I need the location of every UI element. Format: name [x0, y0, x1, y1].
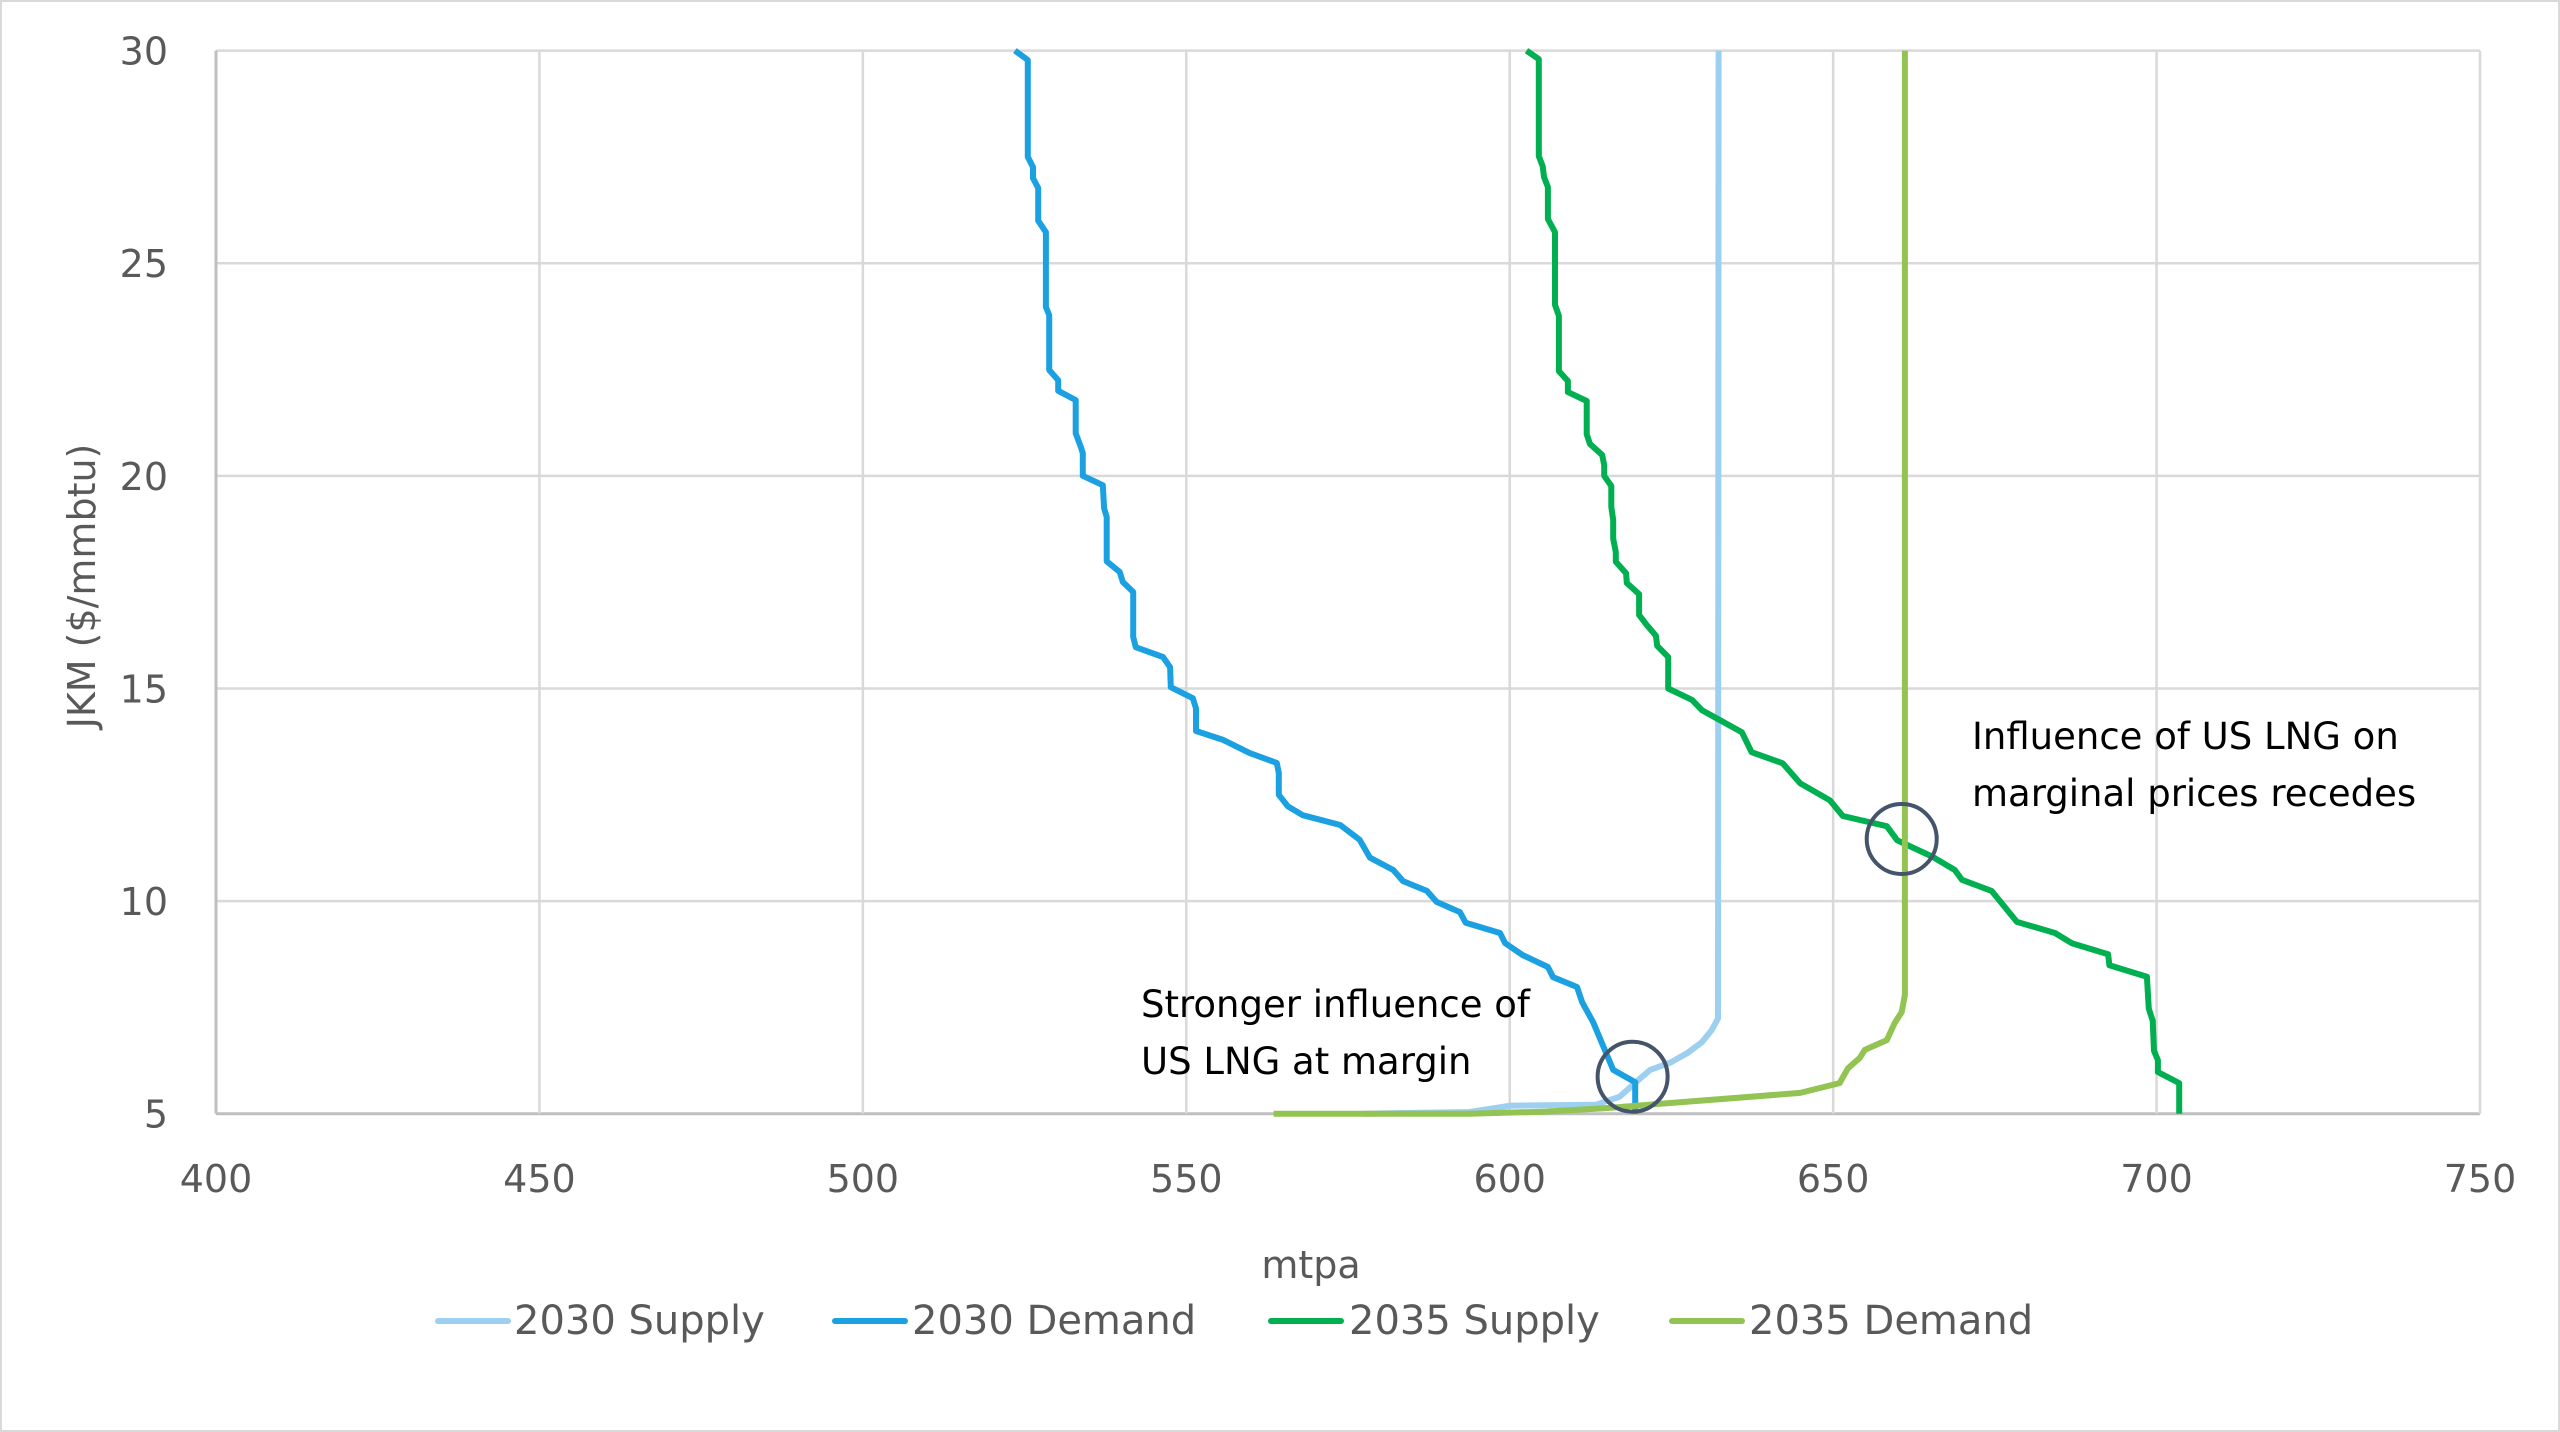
- legend-item-2035-demand[interactable]: 2035 Demand: [1669, 1298, 2033, 1344]
- x-tick-label: 400: [180, 1157, 253, 1201]
- annotation-line: Influence of US LNG on: [1972, 715, 2399, 758]
- annotation-stronger-influence: Stronger influence of US LNG at margin: [1141, 983, 1531, 1083]
- y-tick-label: 20: [120, 455, 168, 499]
- x-axis-title: mtpa: [1261, 1243, 1360, 1287]
- x-tick-label: 750: [2444, 1157, 2517, 1201]
- x-tick-label: 500: [827, 1157, 900, 1201]
- y-tick-label: 15: [120, 667, 168, 711]
- x-axis-ticks: 400 450 500 550 600 650 700 750: [180, 1157, 2517, 1201]
- annotation-circle-1: [1595, 1039, 1670, 1114]
- legend-label: 2030 Demand: [912, 1298, 1196, 1344]
- annotation-circles: [1595, 801, 1939, 1114]
- legend-label: 2035 Supply: [1349, 1298, 1600, 1344]
- y-tick-label: 5: [144, 1093, 168, 1137]
- series-line-2030-supply: [1362, 50, 1722, 1117]
- x-tick-label: 700: [2120, 1157, 2193, 1201]
- series-lines: [1013, 48, 2183, 1117]
- series-line-2035-demand: [1273, 50, 1908, 1117]
- legend-item-2035-supply[interactable]: 2035 Supply: [1268, 1298, 1600, 1344]
- annotation-influence-recedes: Influence of US LNG on marginal prices r…: [1972, 715, 2416, 815]
- annotation-line: marginal prices recedes: [1972, 772, 2416, 815]
- x-tick-label: 600: [1473, 1157, 1546, 1201]
- annotation-line: Stronger influence of: [1141, 983, 1531, 1026]
- y-axis-ticks: 5 10 15 20 25 30: [120, 30, 168, 1137]
- annotation-line: US LNG at margin: [1141, 1040, 1472, 1083]
- legend-label: 2035 Demand: [1749, 1298, 2033, 1344]
- x-tick-label: 550: [1150, 1157, 1223, 1201]
- y-tick-label: 30: [120, 30, 168, 74]
- y-axis-title: JKM ($/mmbtu): [60, 444, 104, 731]
- gridlines: [214, 49, 2482, 1116]
- legend-item-2030-supply[interactable]: 2030 Supply: [435, 1298, 765, 1344]
- legend: 2030 Supply 2030 Demand 2035 Supply 2035…: [435, 1298, 2033, 1344]
- legend-label: 2030 Supply: [514, 1298, 765, 1344]
- series-line-2030-demand: [1013, 48, 1639, 1114]
- y-tick-label: 25: [120, 242, 168, 286]
- annotation-circle-2: [1864, 801, 1939, 876]
- x-tick-label: 650: [1797, 1157, 1870, 1201]
- y-tick-label: 10: [120, 880, 168, 924]
- series-line-2035-supply: [1524, 48, 2183, 1114]
- legend-item-2030-demand[interactable]: 2030 Demand: [832, 1298, 1196, 1344]
- x-tick-label: 450: [503, 1157, 576, 1201]
